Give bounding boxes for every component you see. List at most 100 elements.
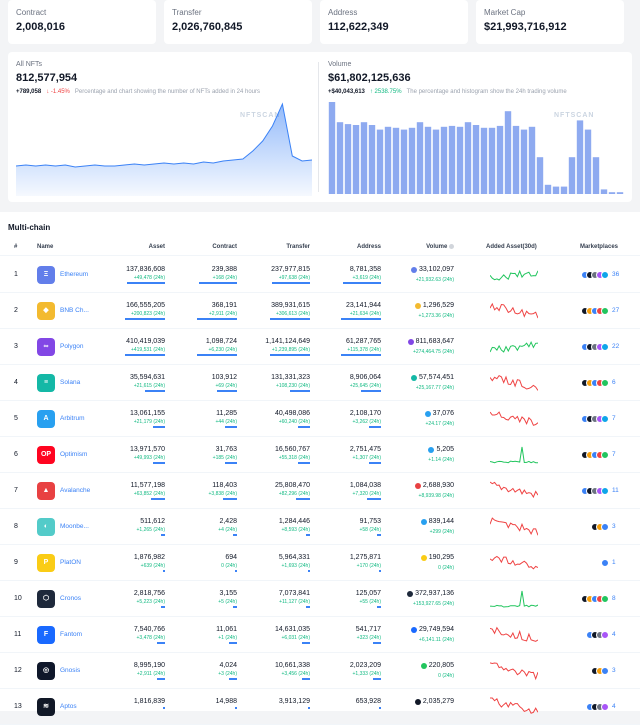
chain-name-link[interactable]: Avalanche bbox=[60, 487, 91, 494]
cell-asset: 2,818,756 +5,223 (24h) bbox=[134, 590, 165, 608]
contract-delta: +3 (24h) bbox=[218, 671, 237, 677]
table-row[interactable]: 4 ≡ Solana 35,594,631 +21,615 (24h) 103,… bbox=[0, 365, 640, 401]
marketplaces[interactable]: 4 bbox=[564, 703, 620, 713]
sparkline-path bbox=[490, 341, 538, 353]
table-row[interactable]: 11 F Fantom 7,540,766 +3,478 (24h) 11,06… bbox=[0, 617, 640, 653]
chain-name-link[interactable]: Cronos bbox=[60, 595, 81, 602]
header-address[interactable]: Address bbox=[356, 244, 381, 250]
table-row[interactable]: 2 ◆ BNB Ch... 166,555,205 +200,823 (24h)… bbox=[0, 293, 640, 329]
contract-bar bbox=[197, 354, 237, 356]
volume-line: 57,574,451 bbox=[410, 374, 454, 381]
asset-delta: +5,223 (24h) bbox=[136, 599, 166, 605]
volume-line: 220,805 bbox=[420, 662, 454, 669]
header-asset[interactable]: Asset bbox=[148, 244, 165, 250]
asset-delta: +49,478 (24h) bbox=[133, 275, 165, 281]
marketplace-count: 4 bbox=[612, 703, 616, 710]
currency-icon bbox=[420, 554, 427, 561]
transfer-bar bbox=[308, 707, 310, 709]
marketplaces[interactable]: 4 bbox=[564, 631, 620, 641]
volume-bar bbox=[392, 127, 400, 194]
asset-bar bbox=[145, 390, 165, 392]
info-icon[interactable] bbox=[449, 244, 454, 249]
table-row[interactable]: 10 ⬡ Cronos 2,818,756 +5,223 (24h) 3,155… bbox=[0, 581, 640, 617]
chain-name-link[interactable]: Fantom bbox=[60, 631, 83, 638]
currency-icon bbox=[420, 518, 427, 525]
cell-address: 2,023,209 +1,333 (24h) bbox=[350, 662, 381, 680]
rank: 2 bbox=[14, 307, 18, 314]
header-contract[interactable]: Contract bbox=[212, 244, 237, 250]
volume-line: 839,144 bbox=[420, 518, 454, 525]
rank: 4 bbox=[14, 379, 18, 386]
table-row[interactable]: 13 ≋ Aptos 1,816,839 14,988 3,913,129 bbox=[0, 689, 640, 725]
cell-address: 125,057 +55 (24h) bbox=[356, 590, 381, 608]
chain-name-link[interactable]: BNB Ch... bbox=[60, 307, 89, 314]
address-delta: +170 (24h) bbox=[356, 563, 381, 569]
chain-name-link[interactable]: Gnosis bbox=[60, 667, 81, 674]
marketplace-logo bbox=[601, 667, 609, 675]
cell-asset: 410,419,039 +419,531 (24h) bbox=[125, 338, 165, 356]
table-row[interactable]: 9 P PlatON 1,876,982 +639 (24h) 694 0 (2… bbox=[0, 545, 640, 581]
contract-delta: +69 (24h) bbox=[215, 383, 237, 389]
asset-delta: +49,993 (24h) bbox=[133, 455, 165, 461]
marketplaces[interactable]: 8 bbox=[564, 595, 620, 605]
marketplace-count: 7 bbox=[612, 415, 616, 422]
added-asset-sparkline bbox=[490, 411, 538, 426]
marketplaces[interactable]: 7 bbox=[564, 415, 620, 425]
transfer-bar bbox=[272, 282, 310, 284]
header-volume[interactable]: Volume bbox=[426, 244, 454, 250]
cell-contract: 3,155 +5 (24h) bbox=[218, 590, 237, 608]
chain-name-link[interactable]: Optimism bbox=[60, 451, 88, 458]
table-row[interactable]: 8 ◐ Moonbe... 511,612 +1,265 (24h) 2,428… bbox=[0, 509, 640, 545]
chain-name-link[interactable]: Moonbe... bbox=[60, 523, 89, 530]
marketplaces[interactable]: 11 bbox=[564, 487, 620, 497]
table-row[interactable]: 7 ▲ Avalanche 11,577,198 +63,852 (24h) 1… bbox=[0, 473, 640, 509]
chain-name-link[interactable]: Solana bbox=[60, 379, 81, 386]
volume-bar bbox=[448, 125, 456, 194]
volume-bar bbox=[376, 129, 384, 194]
chain-name-link[interactable]: Aptos bbox=[60, 703, 77, 710]
address-bar bbox=[379, 707, 381, 709]
table-row[interactable]: 3 ∞ Polygon 410,419,039 +419,531 (24h) 1… bbox=[0, 329, 640, 365]
address-delta: +3,619 (24h) bbox=[352, 275, 382, 281]
chain-name-link[interactable]: PlatON bbox=[60, 559, 81, 566]
table-header: # Name Asset Contract Transfer Address V… bbox=[0, 240, 640, 256]
sparkline-path bbox=[490, 481, 538, 499]
address-bar bbox=[373, 642, 381, 644]
marketplaces[interactable]: 1 bbox=[564, 559, 620, 569]
header-transfer[interactable]: Transfer bbox=[286, 244, 310, 250]
table-row[interactable]: 6 OP Optimism 13,971,570 +49,993 (24h) 3… bbox=[0, 437, 640, 473]
cell-transfer: 5,964,331 +1,693 (24h) bbox=[279, 554, 310, 572]
table-row[interactable]: 12 ◎ Gnosis 8,995,190 +2,911 (24h) 4,024… bbox=[0, 653, 640, 689]
asset-bar bbox=[153, 462, 165, 464]
cell-address: 61,287,765 +115,378 (24h) bbox=[341, 338, 381, 356]
address-bar bbox=[377, 534, 381, 536]
chain-name-link[interactable]: Arbitrum bbox=[60, 415, 85, 422]
cell-volume: 2,035,279 bbox=[414, 698, 454, 709]
charts-panel: All NFTs 812,577,954 +789,058 ↓ -1.45% Per… bbox=[8, 52, 632, 202]
marketplaces[interactable]: 22 bbox=[564, 343, 620, 353]
cell-contract: 118,403 +3,838 (24h) bbox=[209, 482, 237, 500]
marketplaces[interactable]: 6 bbox=[564, 379, 620, 389]
marketplaces[interactable]: 7 bbox=[564, 451, 620, 461]
asset-bar bbox=[157, 642, 165, 644]
address-bar bbox=[373, 678, 381, 680]
table-row[interactable]: 1 Ξ Ethereum 137,836,608 +49,478 (24h) 2… bbox=[0, 257, 640, 293]
contract-delta: +4 (24h) bbox=[218, 527, 237, 533]
marketplaces[interactable]: 3 bbox=[564, 667, 620, 677]
rank: 10 bbox=[14, 595, 22, 602]
marketplaces[interactable]: 3 bbox=[564, 523, 620, 533]
volume-bar bbox=[568, 157, 576, 194]
volume-delta: +21,932.63 (24h) bbox=[415, 276, 454, 283]
chain-name-link[interactable]: Ethereum bbox=[60, 271, 89, 278]
chain-name-link[interactable]: Polygon bbox=[60, 343, 84, 350]
asset-value: 7,540,766 bbox=[133, 626, 165, 633]
volume-bar bbox=[504, 111, 512, 194]
table-row[interactable]: 5 A Arbitrum 13,061,155 +21,179 (24h) 11… bbox=[0, 401, 640, 437]
marketplaces[interactable]: 36 bbox=[564, 271, 620, 281]
marketplaces[interactable]: 27 bbox=[564, 307, 620, 317]
address-delta: +25,645 (24h) bbox=[349, 383, 381, 389]
cell-contract: 2,428 +4 (24h) bbox=[218, 518, 237, 536]
address-bar bbox=[341, 354, 381, 356]
contract-value: 694 bbox=[225, 554, 237, 561]
transfer-bar bbox=[298, 462, 310, 464]
